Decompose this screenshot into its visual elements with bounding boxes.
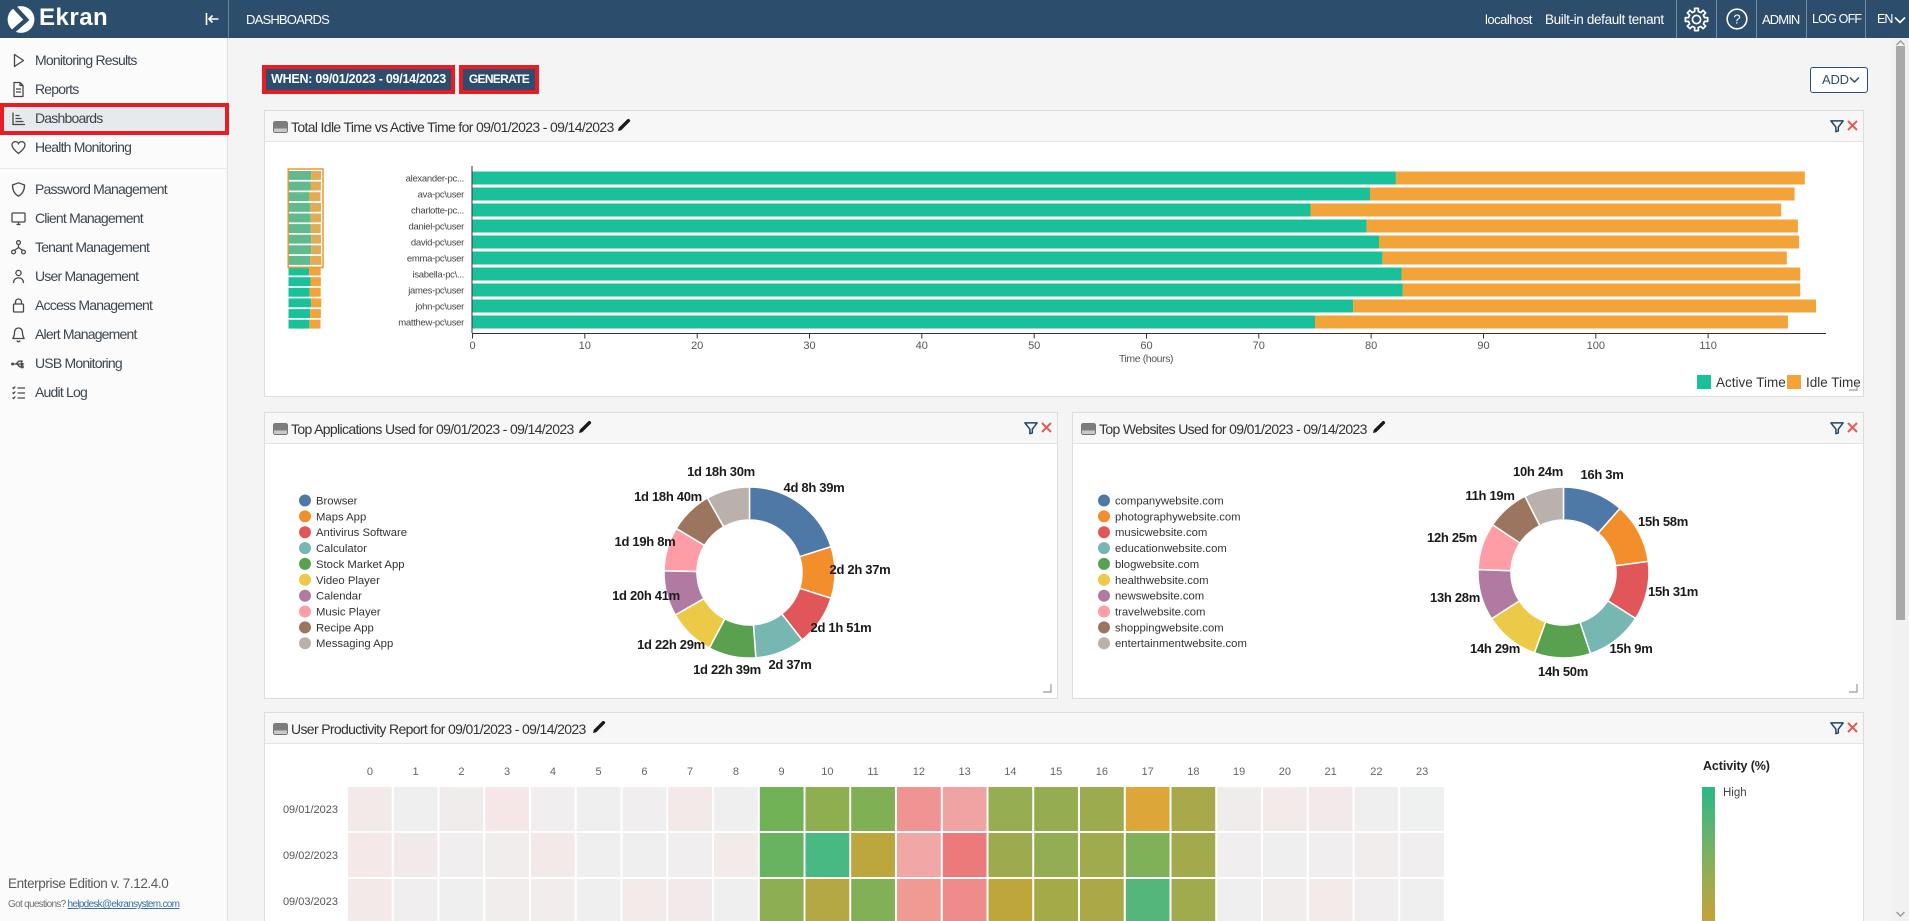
svg-text:3: 3 [504, 766, 510, 778]
svg-text:1: 1 [413, 766, 419, 778]
svg-text:Video Player: Video Player [316, 575, 380, 587]
svg-text:09/03/2023: 09/03/2023 [283, 896, 338, 908]
svg-text:13: 13 [958, 766, 970, 778]
svg-text:0: 0 [367, 766, 373, 778]
svg-text:photographywebsite.com: photographywebsite.com [1115, 511, 1241, 523]
svg-text:23: 23 [1416, 766, 1428, 778]
svg-text:Idle Time: Idle Time [1806, 375, 1861, 390]
svg-text:Browser: Browser [316, 496, 358, 508]
svg-text:20: 20 [1279, 766, 1291, 778]
svg-text:travelwebsite.com: travelwebsite.com [1115, 607, 1205, 619]
svg-text:Active Time: Active Time [1716, 375, 1786, 390]
svg-text:60: 60 [1140, 340, 1152, 352]
svg-text:Maps App: Maps App [316, 511, 366, 523]
svg-text:21: 21 [1324, 766, 1336, 778]
svg-text:11: 11 [867, 766, 878, 778]
svg-text:30: 30 [803, 340, 815, 352]
svg-text:20: 20 [691, 340, 703, 352]
svg-text:80: 80 [1365, 340, 1377, 352]
svg-text:?: ? [1733, 12, 1740, 27]
svg-text:Time (hours): Time (hours) [1119, 353, 1173, 365]
svg-text:17: 17 [1141, 766, 1153, 778]
svg-text:90: 90 [1477, 340, 1489, 352]
svg-text:09/02/2023: 09/02/2023 [283, 850, 338, 862]
svg-text:emma-pc\user: emma-pc\user [407, 254, 464, 265]
svg-text:james-pc\user: james-pc\user [407, 286, 464, 297]
svg-text:educationwebsite.com: educationwebsite.com [1115, 543, 1227, 555]
svg-text:newswebsite.com: newswebsite.com [1115, 591, 1204, 603]
svg-text:Calendar: Calendar [316, 591, 362, 603]
svg-text:4: 4 [550, 766, 556, 778]
svg-text:entertainmentwebsite.com: entertainmentwebsite.com [1115, 638, 1247, 650]
svg-text:companywebsite.com: companywebsite.com [1115, 496, 1224, 508]
svg-text:shoppingwebsite.com: shoppingwebsite.com [1115, 622, 1224, 634]
svg-text:Messaging App: Messaging App [316, 638, 393, 650]
svg-text:5: 5 [596, 766, 602, 778]
svg-text:blogwebsite.com: blogwebsite.com [1115, 559, 1199, 571]
svg-text:40: 40 [916, 340, 928, 352]
svg-text:musicwebsite.com: musicwebsite.com [1115, 527, 1207, 539]
svg-text:matthew-pc\user: matthew-pc\user [398, 318, 464, 329]
svg-text:8: 8 [733, 766, 739, 778]
svg-text:Music Player: Music Player [316, 607, 381, 619]
svg-text:12: 12 [913, 766, 925, 778]
svg-text:6: 6 [641, 766, 647, 778]
svg-text:Recipe App: Recipe App [316, 622, 374, 634]
svg-text:15: 15 [1050, 766, 1062, 778]
svg-text:2: 2 [458, 766, 464, 778]
svg-text:10: 10 [579, 340, 591, 352]
svg-text:110: 110 [1699, 340, 1717, 352]
svg-text:ava-pc\user: ava-pc\user [418, 190, 464, 201]
svg-text:7: 7 [687, 766, 693, 778]
svg-text:healthwebsite.com: healthwebsite.com [1115, 575, 1209, 587]
svg-text:14: 14 [1004, 766, 1016, 778]
svg-text:alexander-pc...: alexander-pc... [406, 174, 464, 185]
svg-text:22: 22 [1370, 766, 1382, 778]
svg-text:09/01/2023: 09/01/2023 [283, 804, 338, 816]
svg-text:100: 100 [1587, 340, 1605, 352]
svg-text:charlotte-pc...: charlotte-pc... [411, 206, 464, 217]
svg-text:50: 50 [1028, 340, 1040, 352]
svg-text:Calculator: Calculator [316, 543, 367, 555]
svg-text:Stock Market App: Stock Market App [316, 559, 405, 571]
svg-text:daniel-pc\user: daniel-pc\user [409, 222, 465, 233]
svg-text:david-pc\user: david-pc\user [411, 238, 464, 249]
svg-text:70: 70 [1253, 340, 1265, 352]
svg-text:18: 18 [1187, 766, 1199, 778]
svg-text:19: 19 [1233, 766, 1245, 778]
svg-text:isabella-pc\...: isabella-pc\... [413, 270, 464, 281]
svg-text:john-pc\user: john-pc\user [414, 302, 464, 313]
svg-text:Antivirus Software: Antivirus Software [316, 527, 407, 539]
svg-text:0: 0 [469, 340, 475, 352]
svg-text:9: 9 [779, 766, 785, 778]
svg-text:16: 16 [1096, 766, 1108, 778]
svg-text:10: 10 [821, 766, 833, 778]
